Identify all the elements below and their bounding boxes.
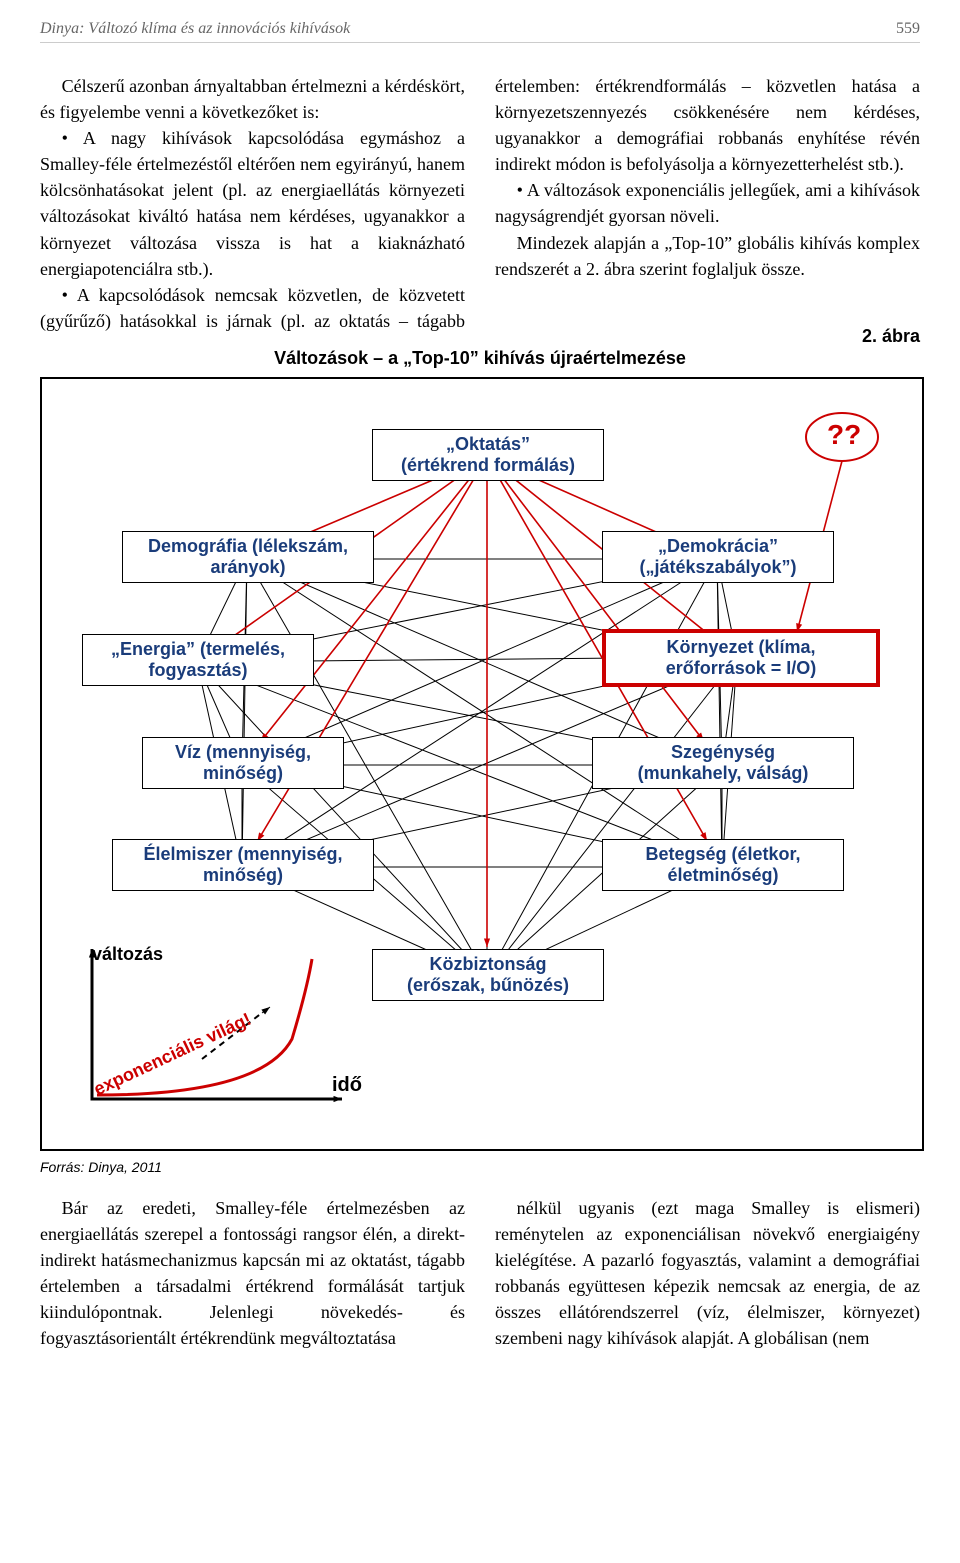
node-energia-l1: „Energia” (termelés, <box>93 639 303 660</box>
body-top: Célszerű azonban árnyaltabban értelmezni… <box>40 73 920 334</box>
node-oktatas-l1: „Oktatás” <box>383 434 593 455</box>
node-oktatas: „Oktatás” (értékrend formálás) <box>372 429 604 481</box>
bottom-right: nélkül ugyanis (ezt maga Smalley is elis… <box>495 1195 920 1352</box>
body-bottom: Bár az eredeti, Smalley-féle értelmezésb… <box>40 1195 920 1352</box>
node-viz: Víz (mennyiség, minőség) <box>142 737 344 789</box>
figure-number: 2. ábra <box>862 326 920 347</box>
node-kozbiztonsag-l2: (erőszak, bűnözés) <box>383 975 593 996</box>
bullet-3: • A változások exponenciális jellegűek, … <box>495 177 920 229</box>
node-kozbiztonsag: Közbiztonság (erőszak, bűnözés) <box>372 949 604 1001</box>
bottom-left: Bár az eredeti, Smalley-féle értelmezésb… <box>40 1195 465 1352</box>
running-head: Dinya: Változó klíma és az innovációs ki… <box>40 20 920 43</box>
node-energia-l2: fogyasztás) <box>93 660 303 681</box>
page-number: 559 <box>896 20 920 38</box>
node-kornyezet: Környezet (klíma, erőforrások = I/O) <box>602 629 880 687</box>
node-szegenyseg: Szegénység (munkahely, válság) <box>592 737 854 789</box>
node-demografia-l2: arányok) <box>133 557 363 578</box>
inset-valtozas: változás <box>92 944 163 965</box>
bullet-1: • A nagy kihívások kapcsolódása egymásho… <box>40 125 465 282</box>
node-elelmiszer-l1: Élelmiszer (mennyiség, <box>123 844 363 865</box>
node-betegseg-l2: életminőség) <box>613 865 833 886</box>
node-energia: „Energia” (termelés, fogyasztás) <box>82 634 314 686</box>
node-kornyezet-l2: erőforrások = I/O) <box>616 658 866 679</box>
para-intro: Célszerű azonban árnyaltabban értelmezni… <box>40 73 465 125</box>
node-kozbiztonsag-l1: Közbiztonság <box>383 954 593 975</box>
node-demografia-l1: Demográfia (lélekszám, <box>133 536 363 557</box>
question-marks: ?? <box>827 419 861 451</box>
figure-title: Változások – a „Top-10” kihívás újraérte… <box>274 348 686 369</box>
node-oktatas-l2: (értékrend formálás) <box>383 455 593 476</box>
inset-ido: idő <box>332 1074 362 1097</box>
node-elelmiszer-l2: minőség) <box>123 865 363 886</box>
node-viz-l1: Víz (mennyiség, <box>153 742 333 763</box>
node-betegseg: Betegség (életkor, életminőség) <box>602 839 844 891</box>
network-diagram: ?? „Oktatás” (értékrend formálás) Demogr… <box>40 377 924 1151</box>
node-demokracia-l2: („játékszabályok”) <box>613 557 823 578</box>
figure-caption: 2. ábra Változások – a „Top-10” kihívás … <box>40 348 920 369</box>
para-summary: Mindezek alapján a „Top-10” globális kih… <box>495 230 920 282</box>
node-betegseg-l1: Betegség (életkor, <box>613 844 833 865</box>
running-title: Dinya: Változó klíma és az innovációs ki… <box>40 20 350 38</box>
node-szegenyseg-l1: Szegénység <box>603 742 843 763</box>
node-kornyezet-l1: Környezet (klíma, <box>616 637 866 658</box>
node-elelmiszer: Élelmiszer (mennyiség, minőség) <box>112 839 374 891</box>
node-demografia: Demográfia (lélekszám, arányok) <box>122 531 374 583</box>
node-demokracia: „Demokrácia” („játékszabályok”) <box>602 531 834 583</box>
figure-source: Forrás: Dinya, 2011 <box>40 1159 920 1175</box>
node-szegenyseg-l2: (munkahely, válság) <box>603 763 843 784</box>
node-demokracia-l1: „Demokrácia” <box>613 536 823 557</box>
node-viz-l2: minőség) <box>153 763 333 784</box>
